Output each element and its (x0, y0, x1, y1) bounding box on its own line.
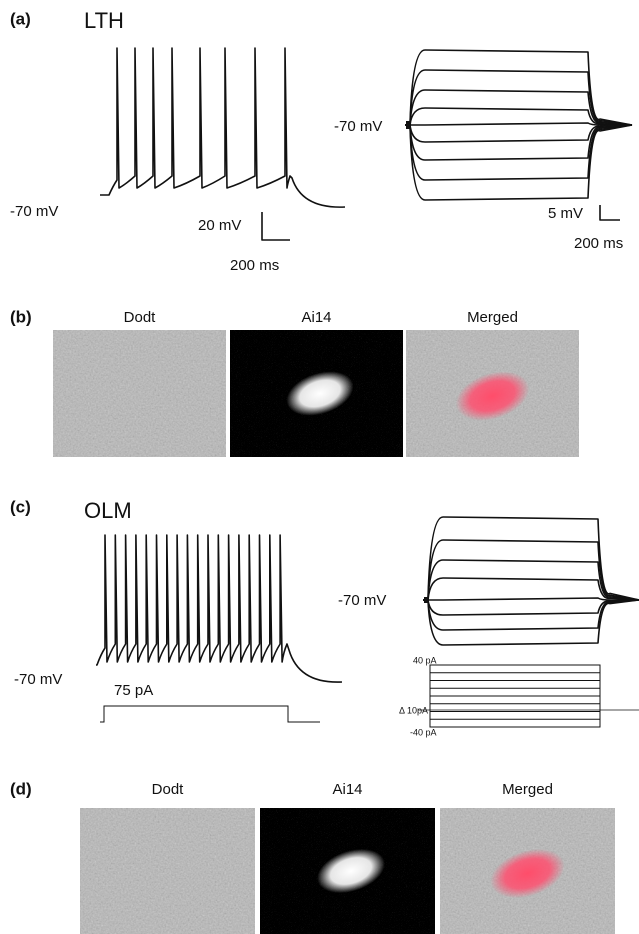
voltage-trace (405, 107, 633, 126)
voltage-trace (405, 49, 633, 126)
current-label: 40 pA (413, 655, 437, 665)
baseline-label: -70 mV (338, 592, 386, 609)
micrograph (260, 808, 435, 934)
current-label: -40 pA (410, 727, 437, 737)
voltage-trace (96, 534, 343, 683)
voltage-trace (405, 89, 633, 126)
current-step (429, 672, 601, 710)
micrograph (440, 808, 615, 934)
trace-marker (424, 597, 428, 603)
micrograph (406, 330, 579, 457)
voltage-trace (423, 516, 639, 601)
stimulus-label: 75 pA (114, 682, 153, 699)
cell-fluorescence (286, 371, 354, 416)
baseline-label: -70 mV (10, 203, 58, 220)
image-caption: Merged (502, 781, 553, 798)
voltage-trace (423, 577, 639, 601)
panel-label: (d) (10, 779, 32, 798)
cell-type: OLM (84, 498, 132, 523)
voltage-trace (405, 124, 633, 143)
scale-bar (261, 212, 290, 241)
panel-label: (a) (10, 9, 31, 28)
baseline-label: -70 mV (334, 118, 382, 135)
voltage-trace (423, 599, 639, 616)
current-step (429, 703, 601, 710)
micrograph (230, 330, 403, 457)
micrograph (53, 330, 226, 457)
scale-label: 5 mV (548, 205, 583, 222)
micrograph (80, 808, 255, 934)
image-caption: Merged (467, 309, 518, 326)
voltage-trace (423, 597, 639, 601)
cell-fluorescence (317, 848, 385, 894)
voltage-trace (405, 69, 633, 126)
scale-label: 200 ms (230, 257, 279, 274)
voltage-trace (405, 124, 633, 181)
image-caption: Dodt (124, 309, 157, 326)
scale-label: 200 ms (574, 235, 623, 252)
panel-label: (b) (10, 307, 32, 326)
voltage-trace (405, 122, 632, 126)
panel-label: (c) (10, 497, 31, 516)
voltage-trace (100, 47, 346, 208)
current-step (429, 687, 601, 710)
cell-overlay (455, 371, 530, 421)
cell-overlay (490, 848, 565, 899)
voltage-trace (423, 539, 639, 601)
image-noise (53, 330, 226, 457)
scale-label: 20 mV (198, 217, 241, 234)
voltage-trace (423, 559, 639, 601)
image-caption: Ai14 (332, 781, 362, 798)
voltage-trace (405, 124, 633, 201)
current-step (429, 680, 601, 710)
baseline-label: -70 mV (14, 671, 62, 688)
cell-type: LTH (84, 8, 124, 33)
voltage-trace (423, 599, 639, 646)
trace-marker (406, 121, 410, 129)
image-noise (80, 808, 255, 934)
image-caption: Dodt (152, 781, 185, 798)
current-step (429, 695, 601, 710)
scale-bar (599, 205, 620, 221)
current-label: Δ 10pA (399, 705, 428, 715)
current-step (429, 710, 601, 728)
image-caption: Ai14 (301, 309, 331, 326)
stimulus-trace (100, 705, 320, 723)
